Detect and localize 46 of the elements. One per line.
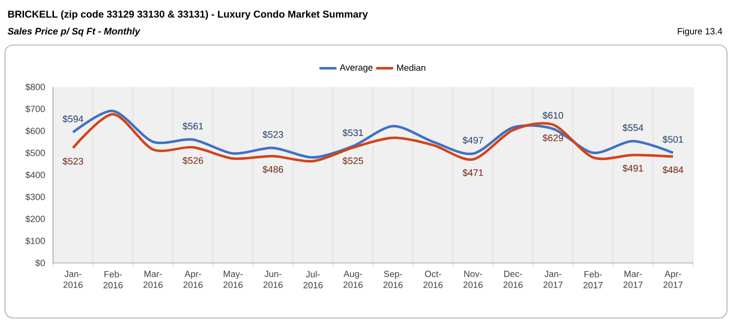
y-tick-label: $800 — [25, 83, 45, 91]
x-tick-label: Aug-2016 — [343, 270, 363, 288]
data-label: $554 — [622, 124, 644, 132]
x-tick-label: Apr-2016 — [183, 270, 203, 288]
x-tick-label: Mar-2017 — [623, 270, 643, 288]
data-label: $501 — [662, 136, 684, 144]
x-tick-label: Jan-2016 — [63, 270, 83, 288]
x-tick-label: Dec-2016 — [503, 270, 523, 288]
x-tick-label: Apr-2017 — [663, 270, 683, 288]
data-label: $486 — [262, 166, 284, 174]
y-tick-label: $300 — [25, 193, 45, 201]
x-tick-label: Oct-2016 — [423, 270, 443, 288]
y-tick-label: $400 — [25, 171, 45, 179]
x-tick-label: Sep-2016 — [383, 270, 403, 288]
data-label: $491 — [622, 164, 644, 172]
data-label: $561 — [182, 122, 204, 130]
data-label: $594 — [62, 115, 84, 123]
x-tick-label: Nov-2016 — [463, 270, 483, 288]
data-label: $526 — [182, 156, 204, 164]
y-tick-label: $100 — [25, 237, 45, 245]
x-tick-label: Jan-2017 — [543, 270, 563, 288]
y-tick-label: $500 — [25, 149, 45, 157]
x-tick-label: Jun-2016 — [263, 270, 283, 288]
y-tick-label: $600 — [25, 127, 45, 135]
data-label: $497 — [462, 136, 484, 144]
x-tick-label: Feb-2016 — [103, 270, 123, 288]
data-label: $610 — [542, 112, 564, 120]
chart-title: BRICKELL (zip code 33129 33130 & 33131) - Luxury Condo Market Summary — [8, 10, 368, 20]
data-label: $523 — [262, 130, 284, 138]
x-tick-label: May-2016 — [223, 270, 243, 288]
data-label: $629 — [542, 134, 564, 142]
y-tick-label: $0 — [35, 259, 45, 267]
data-label: $484 — [662, 166, 684, 174]
legend-label: Average — [340, 64, 373, 72]
data-label: $525 — [342, 157, 364, 165]
y-tick-label: $200 — [25, 215, 45, 223]
chart-subtitle: Sales Price p/ Sq Ft - Monthly — [8, 28, 140, 36]
legend-label: Median — [397, 64, 426, 71]
x-tick-label: Jul-2016 — [303, 270, 323, 288]
x-tick-label: Feb-2017 — [583, 270, 603, 288]
x-tick-label: Mar-2016 — [143, 270, 163, 288]
data-label: $471 — [462, 168, 484, 177]
caption: Figure 13.4 — [678, 28, 722, 36]
data-label: $531 — [342, 128, 364, 137]
y-tick-label: $700 — [25, 105, 45, 113]
data-label: $523 — [62, 157, 84, 166]
